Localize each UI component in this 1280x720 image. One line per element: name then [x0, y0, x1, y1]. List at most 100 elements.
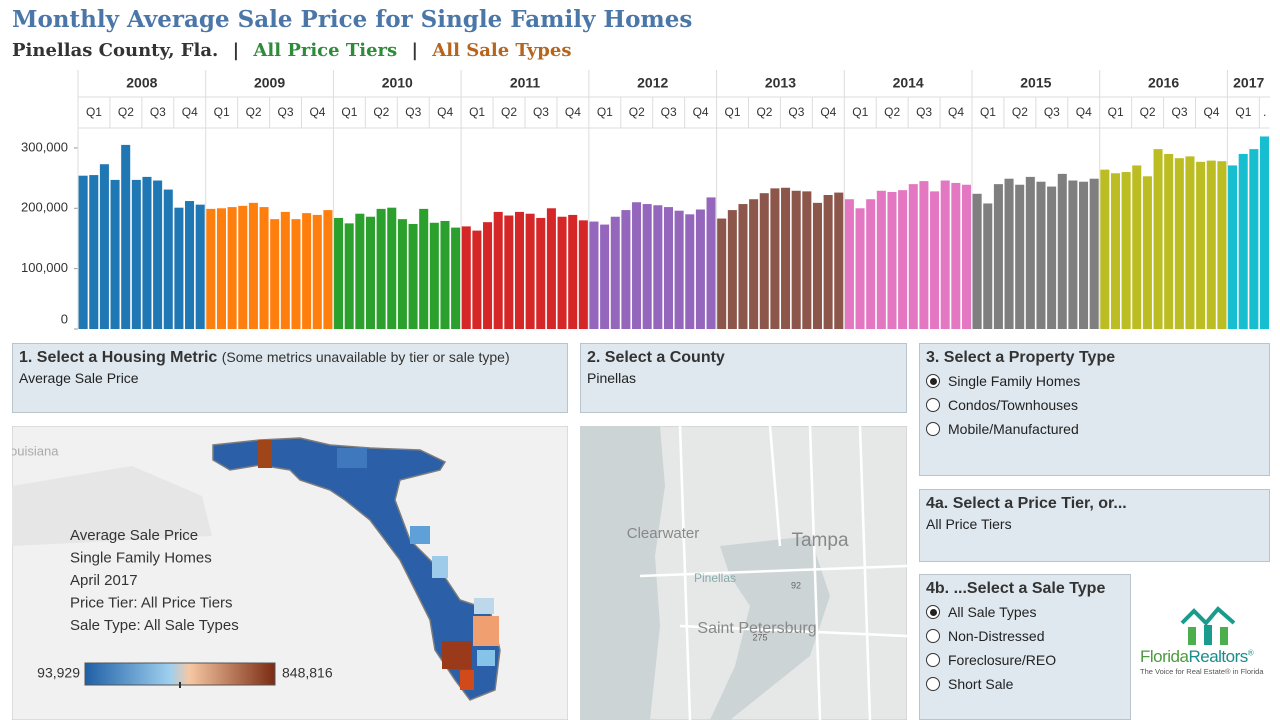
bar	[642, 204, 652, 329]
map-place-label: Pinellas	[694, 571, 736, 585]
quarter-label: Q1	[341, 105, 357, 119]
map-info: Average Sale Price Single Family Homes Apr…	[70, 527, 239, 634]
radio-option[interactable]: Mobile/Manufactured	[926, 417, 1263, 441]
bar	[546, 208, 556, 329]
quarter-label: Q2	[884, 105, 900, 119]
filter-value[interactable]: All Price Tiers	[926, 516, 1012, 532]
state-map[interactable]: ouisiana Average Sale Price Single Family…	[12, 426, 568, 720]
bar	[983, 203, 993, 329]
bar	[121, 144, 131, 329]
bar	[632, 202, 642, 329]
quarter-label: Q1	[86, 105, 102, 119]
bar	[930, 191, 940, 329]
bar	[376, 208, 386, 329]
radio[interactable]	[926, 374, 940, 388]
bar	[1142, 176, 1152, 329]
metric-filter[interactable]: 1. Select a Housing Metric (Some metrics…	[12, 343, 568, 413]
bar	[312, 214, 322, 329]
radio[interactable]	[926, 677, 940, 691]
radio[interactable]	[926, 422, 940, 436]
bar	[291, 219, 301, 329]
bar	[919, 181, 929, 329]
bar	[1174, 158, 1184, 329]
year-label: 2010	[382, 75, 413, 91]
bar	[1206, 160, 1216, 329]
year-label: 2013	[765, 75, 796, 91]
filter-title: 4b. ...Select a Sale Type	[926, 580, 1106, 597]
water	[710, 536, 830, 720]
quarter-label: Q3	[405, 105, 421, 119]
radio[interactable]	[926, 629, 940, 643]
county	[258, 440, 272, 468]
tier-filter[interactable]: 4a. Select a Price Tier, or... All Price…	[919, 489, 1270, 562]
filter-value[interactable]: Pinellas	[587, 370, 637, 386]
bar	[621, 210, 631, 329]
bar	[195, 204, 205, 329]
quarter-label: Q1	[469, 105, 485, 119]
bar	[323, 210, 333, 329]
quarter-label: Q3	[533, 105, 549, 119]
bar	[717, 218, 727, 329]
radio-option[interactable]: Foreclosure/REO	[926, 648, 1124, 672]
radio-label: Foreclosure/REO	[948, 652, 1057, 668]
bar	[493, 211, 503, 329]
bar	[536, 217, 546, 329]
bar	[727, 210, 737, 329]
color-scale	[84, 662, 276, 686]
bar	[589, 221, 599, 329]
bar	[1089, 178, 1099, 329]
bar	[706, 197, 716, 329]
year-label: 2015	[1020, 75, 1051, 91]
bar	[514, 211, 524, 329]
land	[12, 466, 212, 546]
filter-value[interactable]: Average Sale Price	[19, 370, 139, 386]
logo-tagline: The Voice for Real Estate® in Florida	[1140, 667, 1264, 676]
quarter-label: Q4	[948, 105, 964, 119]
county-filter[interactable]: 2. Select a County Pinellas	[580, 343, 907, 413]
filter-title: 3. Select a Property Type	[926, 349, 1116, 366]
bar	[163, 189, 173, 329]
year-label: 2017	[1233, 75, 1264, 91]
bar	[781, 187, 791, 329]
street-map[interactable]: Clearwater Tampa Pinellas Saint Petersburg 9…	[580, 426, 907, 720]
quarter-label: Q4	[309, 105, 325, 119]
radio-option[interactable]: Short Sale	[926, 672, 1124, 696]
bar	[440, 220, 450, 329]
filter-title: 2. Select a County	[587, 349, 725, 366]
radio-option[interactable]: Single Family Homes	[926, 369, 1263, 393]
radio[interactable]	[926, 398, 940, 412]
y-tick-label: 200,000	[21, 200, 68, 215]
bar	[153, 180, 163, 329]
title: Monthly Average Sale Price for Single Fa…	[12, 6, 693, 33]
quarter-label: Q2	[373, 105, 389, 119]
separator: |	[232, 40, 240, 61]
radio-option[interactable]: Condos/Townhouses	[926, 393, 1263, 417]
quarter-label: Q2	[501, 105, 517, 119]
quarter-label: Q1	[980, 105, 996, 119]
bar	[876, 190, 886, 329]
map-place-label: 275	[752, 632, 767, 642]
bar	[695, 209, 705, 329]
radio[interactable]	[926, 653, 940, 667]
subtitle-sale: All Sale Types	[432, 40, 572, 61]
quarter-label: Q3	[278, 105, 294, 119]
logo: FloridaRealtors® The Voice for Real Esta…	[1140, 603, 1275, 676]
radio-option[interactable]: All Sale Types	[926, 600, 1124, 624]
options: Single Family Homes Condos/Townhouses Mobi…	[926, 369, 1263, 441]
bar	[600, 224, 610, 329]
county	[460, 670, 474, 690]
bar	[1004, 178, 1014, 329]
bar	[972, 193, 982, 329]
bar	[898, 190, 908, 329]
radio[interactable]	[926, 605, 940, 619]
radio-option[interactable]: Non-Distressed	[926, 624, 1124, 648]
street-labels: Clearwater Tampa Pinellas Saint Petersburg 9…	[627, 525, 849, 642]
quarter-label: Q1	[725, 105, 741, 119]
filter-note: (Some metrics unavailable by tier or sal…	[221, 349, 510, 365]
county	[474, 598, 494, 614]
quarter-label: Q2	[118, 105, 134, 119]
quarter-label: Q2	[1012, 105, 1028, 119]
quarter-label: Q4	[1076, 105, 1092, 119]
quarter-label: Q3	[1172, 105, 1188, 119]
